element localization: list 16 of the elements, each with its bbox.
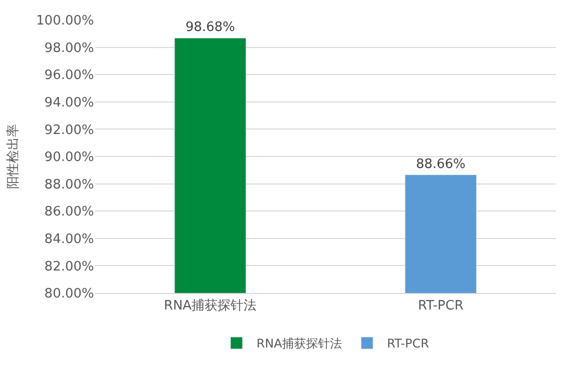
y-tick-label: 82.00% [44, 259, 94, 274]
legend-label: RT-PCR [387, 336, 430, 351]
y-tick-label: 94.00% [44, 95, 94, 110]
y-tick-label: 96.00% [44, 68, 94, 84]
y-axis-title: 阳性检出率 [5, 124, 22, 189]
y-tick-label: 80.00% [44, 286, 94, 302]
data-label: 98.68% [185, 20, 236, 36]
legend-label: RNA捕获探针法 [256, 336, 342, 351]
y-tick-label: 100.00% [36, 14, 94, 29]
y-tick-label: 92.00% [44, 122, 94, 138]
y-tick-label: 86.00% [44, 204, 94, 220]
y-tick-label: 90.00% [44, 150, 94, 166]
y-tick-label: 88.00% [44, 177, 94, 192]
data-label: 88.66% [416, 156, 466, 172]
y-tick-label: 98.00% [44, 40, 94, 56]
y-tick-label: 84.00% [44, 232, 94, 247]
